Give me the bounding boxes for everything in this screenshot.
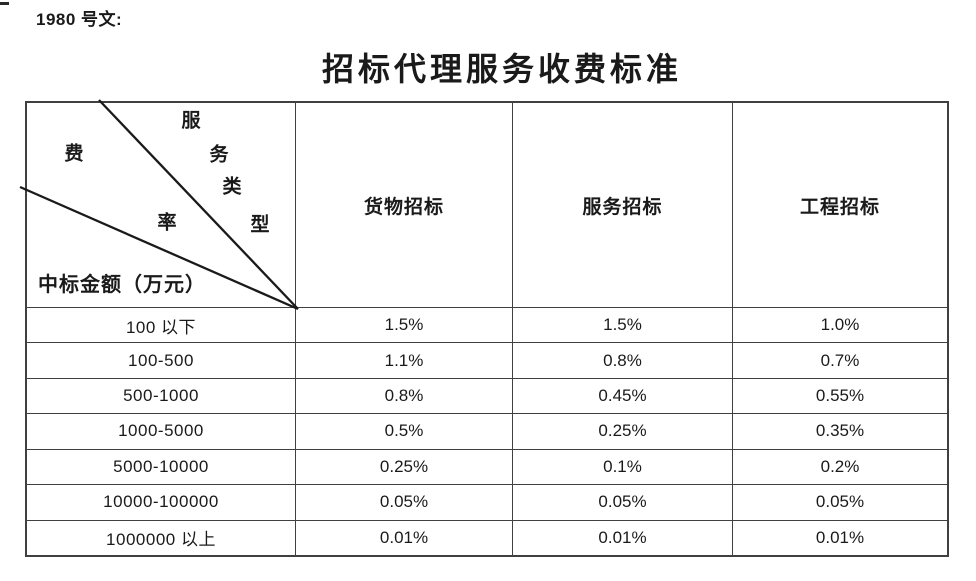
fee-value-cell: 1.5% (295, 307, 512, 343)
fee-value-cell: 0.05% (732, 484, 947, 520)
row-label: 100 以下 (27, 307, 295, 342)
diagonal-divider-lines (19, 99, 299, 311)
document-title: 招标代理服务收费标准 (321, 51, 682, 87)
fee-value-cell: 1.1% (295, 342, 512, 378)
fee-value-cell: 0.8% (512, 342, 732, 378)
fee-value-cell: 0.01% (732, 519, 947, 555)
row-label: 10000-100000 (27, 484, 295, 519)
fee-value-cell: 0.7% (732, 342, 947, 378)
fee-value-cell: 0.1% (512, 448, 732, 485)
fee-value-cell: 0.25% (512, 413, 732, 449)
row-label: 500-1000 (27, 377, 295, 413)
page-edge-artifact (0, 2, 9, 5)
fee-value-cell: 0.55% (732, 377, 947, 414)
fee-value-cell: 0.01% (512, 519, 732, 555)
fee-value-cell: 0.35% (732, 413, 947, 449)
fee-value-cell: 1.0% (732, 307, 947, 343)
corner-label-type-char: 服 (181, 110, 201, 132)
row-label: 100-500 (27, 342, 295, 377)
column-header-engineering: 工程招标 (732, 103, 947, 307)
doc-reference: 1980 号文: (36, 10, 123, 29)
row-label: 1000-5000 (27, 413, 295, 448)
fee-value-cell: 0.25% (295, 448, 512, 485)
row-label: 1000000 以上 (27, 519, 295, 555)
amount-axis-label: 中标金额（万元） (38, 274, 206, 296)
fee-value-cell: 0.2% (732, 448, 947, 485)
fee-value-cell: 0.5% (295, 413, 512, 449)
column-header-goods: 货物招标 (295, 103, 512, 307)
fee-value-cell: 0.05% (295, 484, 512, 520)
corner-label-fee-char: 率 (157, 212, 177, 234)
fee-value-cell: 1.5% (512, 307, 732, 343)
column-header-services: 服务招标 (512, 103, 732, 307)
corner-label-fee-char: 费 (64, 143, 84, 165)
fee-value-cell: 0.01% (295, 519, 512, 555)
corner-label-type-char: 务 (209, 144, 229, 166)
row-label: 5000-10000 (27, 448, 295, 484)
fee-value-cell: 0.05% (512, 484, 732, 520)
corner-header-cell: 服 务 类 型 费 率 中标金额（万元） (19, 99, 299, 311)
fee-rate-table: 服 务 类 型 费 率 中标金额（万元） 货物招标 服务招标 工程招标 100 … (19, 99, 949, 557)
corner-label-type-char: 类 (222, 176, 242, 198)
corner-label-type-char: 型 (250, 214, 270, 236)
fee-value-cell: 0.45% (512, 377, 732, 414)
fee-value-cell: 0.8% (295, 377, 512, 414)
